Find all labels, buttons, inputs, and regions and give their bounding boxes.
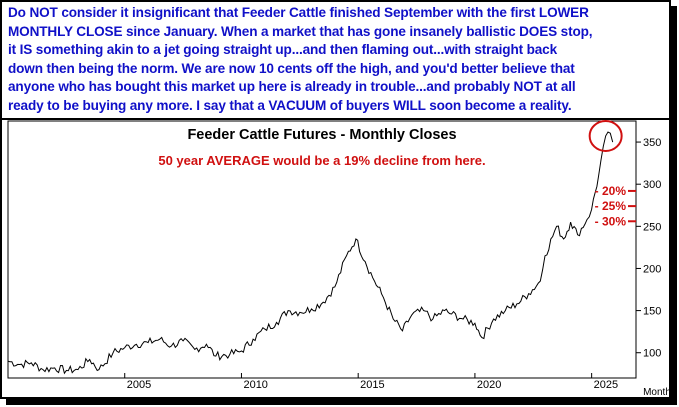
- y-axis: 100 150 200 250 300 350: [636, 137, 661, 360]
- x-tick-label: 2010: [243, 379, 267, 391]
- y-tick-label: 350: [643, 137, 661, 149]
- series-line: [7, 131, 614, 375]
- y-tick-label: 250: [643, 221, 661, 233]
- commentary-line: ready to be buying any more. I say that …: [8, 97, 572, 113]
- y-tick-label: 200: [643, 263, 661, 275]
- frame-shadow-bottom: [6, 399, 677, 405]
- commentary-text: Do NOT consider it insignificant that Fe…: [8, 4, 668, 116]
- peak-highlight-circle: [588, 119, 623, 152]
- decline-marker-label: - 25%: [595, 199, 627, 213]
- chart-title: Feeder Cattle Futures - Monthly Closes: [187, 127, 456, 143]
- chart-frame: [0, 0, 671, 399]
- plot-area: [7, 120, 637, 379]
- y-tick-label: 100: [643, 348, 661, 360]
- x-tick-label: 2020: [477, 379, 501, 391]
- x-axis: 2005 2010 2015 2020 2025: [124, 373, 618, 391]
- commentary-line: anyone who has bought this market up her…: [8, 79, 576, 95]
- commentary-line: Do NOT consider it insignificant that Fe…: [8, 5, 589, 20]
- chart-annotation: 50 year AVERAGE would be a 19% decline f…: [158, 153, 485, 168]
- x-tick-label: 2025: [594, 379, 618, 391]
- decline-markers: - 20%- 25%- 30%: [595, 184, 636, 228]
- y-tick-label: 300: [643, 179, 661, 191]
- frame-shadow-right: [671, 6, 677, 405]
- y-tick-label: 150: [643, 306, 661, 318]
- x-tick-label: 2005: [127, 379, 151, 391]
- x-tick-label: 2015: [360, 379, 384, 391]
- commentary-line: down then being the norm. We are now 10 …: [8, 60, 575, 76]
- x-axis-label: Month: [643, 387, 671, 398]
- commentary-line: it IS something akin to a jet going stra…: [8, 42, 558, 58]
- commentary-line: MONTHLY CLOSE since January. When a mark…: [8, 23, 593, 39]
- decline-marker-label: - 30%: [595, 214, 627, 228]
- decline-marker-label: - 20%: [595, 184, 627, 198]
